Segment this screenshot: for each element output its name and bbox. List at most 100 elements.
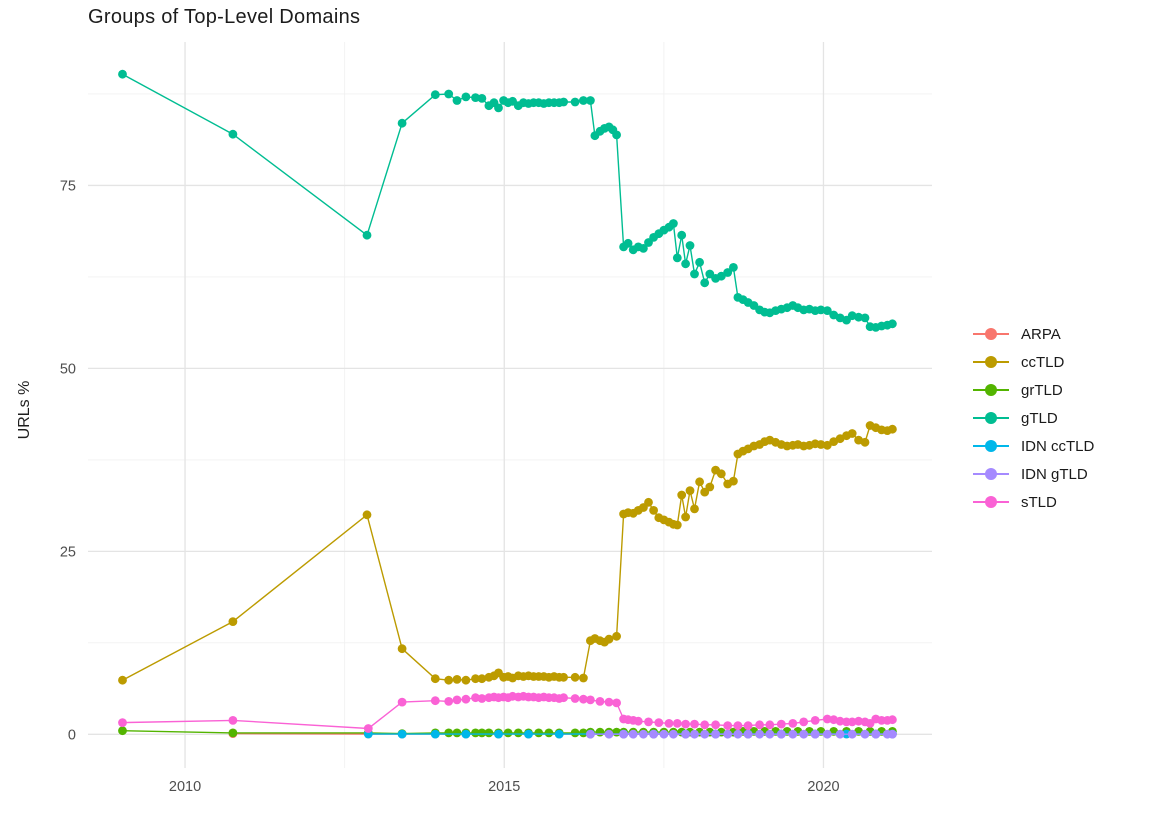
data-point	[711, 729, 720, 739]
data-point	[765, 720, 775, 730]
data-point	[118, 718, 127, 727]
data-point	[362, 510, 372, 520]
legend-label: gTLD	[1021, 409, 1058, 427]
legend-label: ARPA	[1021, 325, 1061, 343]
data-point	[822, 714, 832, 724]
data-point	[835, 716, 845, 726]
data-point	[494, 729, 503, 739]
legend-key-icon	[973, 327, 1009, 341]
y-tick-label: 75	[60, 178, 76, 194]
data-point	[628, 729, 638, 739]
legend-dot-swatch	[985, 468, 997, 480]
data-point	[700, 729, 710, 739]
legend-item-cctld: ccTLD	[973, 348, 1094, 376]
minor-gridlines	[88, 42, 932, 768]
data-point	[461, 92, 471, 102]
legend-label: IDN gTLD	[1021, 465, 1088, 483]
series-gtld	[118, 69, 897, 332]
legend: ARPA ccTLD grTLD gTLD IDN ccTLD IDN gTLD sTLD	[973, 320, 1094, 516]
legend-label: ccTLD	[1021, 353, 1065, 371]
data-point	[888, 424, 897, 434]
data-point	[461, 729, 471, 739]
legend-key-icon	[973, 383, 1009, 397]
data-point	[623, 238, 633, 248]
data-point	[494, 103, 503, 113]
data-point	[711, 720, 720, 730]
data-point	[888, 729, 897, 739]
data-point	[444, 728, 454, 738]
data-point	[639, 729, 648, 739]
data-point	[639, 244, 648, 253]
data-point	[729, 263, 738, 272]
data-point	[685, 241, 695, 250]
data-point	[461, 694, 471, 704]
data-point	[444, 697, 454, 706]
data-point	[554, 729, 564, 739]
data-point	[430, 674, 440, 684]
data-point	[743, 721, 753, 730]
data-point	[659, 729, 669, 739]
data-point	[705, 482, 715, 492]
legend-item-grtld: grTLD	[973, 376, 1094, 404]
legend-label: grTLD	[1021, 381, 1063, 399]
data-point	[397, 729, 407, 739]
legend-key-icon	[973, 495, 1009, 509]
data-point	[570, 728, 580, 738]
data-point	[363, 724, 373, 733]
series-cctld	[118, 421, 897, 685]
series-idn-gtld	[586, 729, 897, 739]
data-point	[397, 118, 407, 128]
data-point	[586, 729, 595, 739]
legend-label: sTLD	[1021, 493, 1057, 511]
data-point	[690, 729, 699, 739]
series-line	[122, 73, 893, 329]
legend-key-icon	[973, 439, 1009, 453]
data-point	[743, 729, 753, 739]
data-point	[669, 729, 678, 739]
legend-item-idn-cctld: IDN ccTLD	[973, 432, 1094, 460]
data-point	[397, 697, 407, 707]
data-point	[477, 728, 487, 738]
data-point	[847, 729, 857, 739]
data-point	[579, 673, 588, 683]
data-point	[452, 728, 462, 738]
y-tick-label: 25	[60, 544, 76, 560]
legend-item-idn-gtld: IDN gTLD	[973, 460, 1094, 488]
legend-dot-swatch	[985, 440, 997, 452]
data-point	[681, 259, 690, 269]
data-point	[669, 219, 678, 228]
data-point	[228, 716, 238, 725]
data-point	[677, 490, 687, 500]
data-point	[524, 729, 533, 739]
series-line	[122, 424, 893, 681]
data-point	[672, 719, 682, 728]
legend-item-gtld: gTLD	[973, 404, 1094, 432]
data-point	[733, 721, 743, 730]
data-point	[118, 675, 127, 685]
data-point	[612, 698, 621, 708]
chart-title: Groups of Top-Level Domains	[88, 6, 361, 28]
data-point	[860, 729, 870, 739]
data-point	[695, 257, 704, 267]
data-point	[430, 729, 440, 739]
data-point	[397, 644, 407, 654]
data-point	[816, 440, 826, 449]
data-point	[461, 675, 471, 685]
data-point	[452, 96, 462, 105]
legend-dot-swatch	[985, 496, 997, 508]
data-point	[570, 97, 580, 107]
data-point	[888, 319, 897, 329]
data-point	[477, 674, 487, 684]
data-point	[681, 729, 690, 739]
data-point	[619, 729, 628, 739]
data-point	[633, 716, 643, 726]
data-point	[733, 729, 743, 739]
data-point	[681, 512, 690, 522]
data-point	[118, 69, 127, 79]
series-stld	[118, 691, 897, 733]
data-point	[579, 96, 588, 105]
data-point	[452, 675, 462, 684]
data-point	[586, 96, 595, 105]
